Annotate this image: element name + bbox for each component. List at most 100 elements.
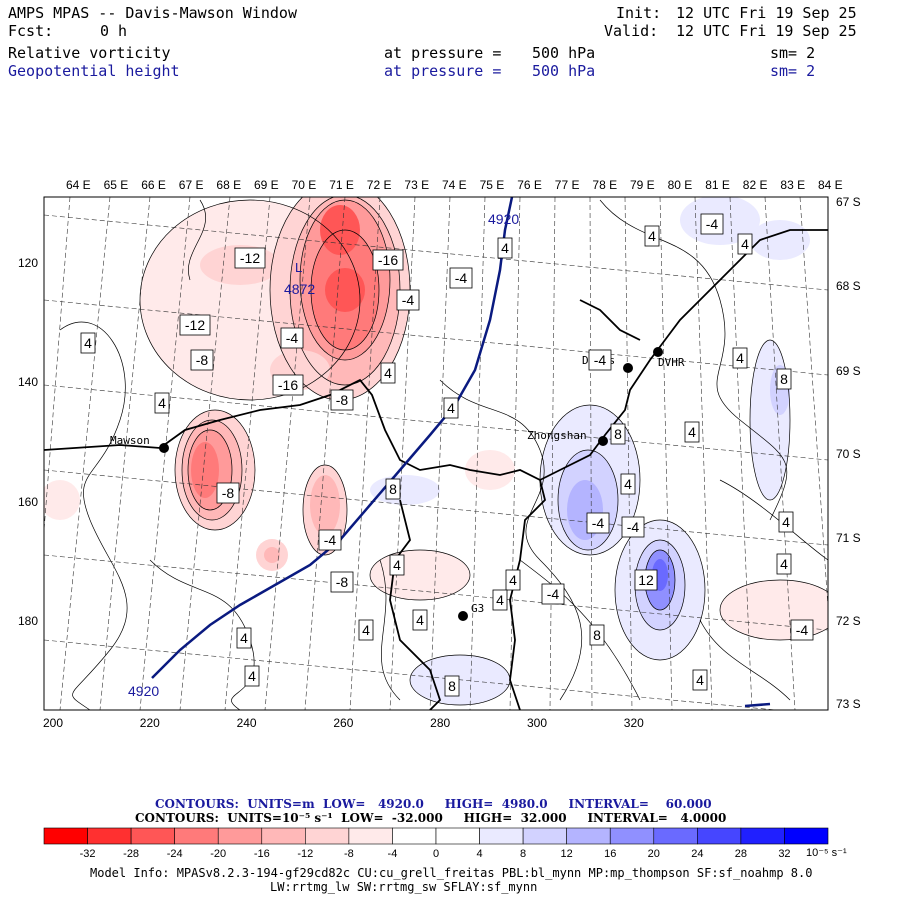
contour-label: -4 [589, 350, 611, 370]
colorbar-swatch [44, 828, 88, 844]
contour-label: -4 [542, 584, 564, 604]
svg-text:4: 4 [696, 672, 704, 688]
colorbar-swatch [262, 828, 306, 844]
y-tick: 140 [18, 375, 38, 389]
station-dvhr: DVHR [658, 356, 685, 369]
contour-label: 4 [738, 234, 752, 254]
colorbar-label: -28 [123, 848, 139, 860]
lon-label: 67 E [179, 178, 204, 192]
svg-text:-4: -4 [286, 330, 299, 346]
contour-label: -12 [235, 248, 265, 268]
station-dot-davis [623, 363, 633, 373]
station-dot-zhongshan [598, 436, 608, 446]
lat-label: 70 S [836, 447, 861, 461]
height-label-4920-top: 4920 [488, 211, 519, 227]
contour-label: 8 [611, 424, 625, 444]
contour-label: 4 [645, 226, 659, 246]
colorbar-label: 32 [778, 848, 790, 860]
x-tick: 240 [237, 716, 257, 730]
svg-text:8: 8 [389, 481, 397, 497]
contour-label: -4 [319, 530, 341, 550]
colorbar-swatch [218, 828, 262, 844]
colorbar-label: 8 [520, 848, 526, 860]
svg-text:-8: -8 [222, 485, 235, 501]
svg-text:-4: -4 [324, 532, 337, 548]
colorbar-label: 28 [735, 848, 747, 860]
svg-text:-4: -4 [402, 292, 415, 308]
svg-text:4: 4 [416, 612, 424, 628]
svg-text:-4: -4 [796, 622, 809, 638]
colorbar-swatch [392, 828, 436, 844]
contour-label: 8 [777, 369, 791, 389]
svg-text:4: 4 [501, 240, 509, 256]
svg-text:-4: -4 [455, 270, 468, 286]
lon-label: 66 E [141, 178, 166, 192]
contour-label: 8 [445, 676, 459, 696]
lon-label: 70 E [292, 178, 317, 192]
svg-text:4: 4 [248, 668, 256, 684]
colorbar-label: 0 [433, 848, 439, 860]
height-contour-info: CONTOURS: UNITS=m LOW= 4920.0 HIGH= 4980… [155, 797, 712, 811]
colorbar-swatch [131, 828, 175, 844]
svg-text:-16: -16 [278, 377, 298, 393]
lon-label: 82 E [743, 178, 768, 192]
svg-text:-4: -4 [627, 519, 640, 535]
contour-label: 4 [493, 590, 507, 610]
contour-label: 4 [506, 570, 520, 590]
colorbar-label: 20 [648, 848, 660, 860]
latitude-labels: 67 S68 S69 S70 S71 S72 S73 S [836, 195, 861, 711]
contour-label: 4 [685, 422, 699, 442]
colorbar-label: -32 [80, 848, 96, 860]
colorbar-label: 16 [604, 848, 616, 860]
lon-label: 64 E [66, 178, 91, 192]
svg-text:-12: -12 [240, 250, 260, 266]
svg-text:-8: -8 [336, 574, 349, 590]
contour-label: 4 [359, 620, 373, 640]
svg-text:4: 4 [384, 365, 392, 381]
svg-text:4: 4 [624, 476, 632, 492]
lon-label: 68 E [216, 178, 241, 192]
svg-text:4: 4 [393, 557, 401, 573]
colorbar-label: -8 [344, 848, 354, 860]
lat-label: 71 S [836, 531, 861, 545]
colorbar-labels: -32 -28 -24 -20 -16 -12 -8 -4 0 4 8 12 16 20 24 28 32 [80, 848, 791, 860]
lon-label: 77 E [555, 178, 580, 192]
station-dot-mawson [159, 443, 169, 453]
svg-text:4: 4 [780, 556, 788, 572]
contour-label: 4 [498, 238, 512, 258]
colorbar-label: -12 [297, 848, 313, 860]
contour-label: -4 [701, 214, 723, 234]
colorbar-swatch [567, 828, 611, 844]
contour-label: 8 [386, 479, 400, 499]
contour-label: 4 [777, 554, 791, 574]
x-tick: 280 [430, 716, 450, 730]
lon-label: 79 E [630, 178, 655, 192]
lat-label: 67 S [836, 195, 861, 209]
lat-label: 68 S [836, 279, 861, 293]
colorbar-swatch [480, 828, 524, 844]
contour-label: 4 [733, 348, 747, 368]
y-tick: 120 [18, 256, 38, 270]
svg-text:-8: -8 [196, 352, 209, 368]
lat-label: 69 S [836, 364, 861, 378]
contour-label: 4 [779, 512, 793, 532]
contour-label: 4 [381, 363, 395, 383]
contour-label: -16 [273, 375, 303, 395]
contour-label: -4 [791, 620, 813, 640]
svg-text:4: 4 [447, 400, 455, 416]
lon-label: 83 E [780, 178, 805, 192]
svg-text:4: 4 [496, 592, 504, 608]
svg-text:12: 12 [638, 572, 654, 588]
svg-text:4: 4 [84, 335, 92, 351]
colorbar-label: 4 [476, 848, 482, 860]
lon-label: 74 E [442, 178, 467, 192]
contour-label: 4 [621, 474, 635, 494]
colorbar-swatch [697, 828, 741, 844]
height-label-4872: 4872 [284, 281, 315, 297]
svg-text:4: 4 [782, 514, 790, 530]
lon-label: 75 E [480, 178, 505, 192]
model-info-physics: LW:rrtmg_lw SW:rrtmg_sw SFLAY:sf_mynn [270, 880, 537, 894]
colorbar [44, 828, 828, 844]
contour-label: -4 [587, 513, 609, 533]
colorbar-swatch [784, 828, 828, 844]
